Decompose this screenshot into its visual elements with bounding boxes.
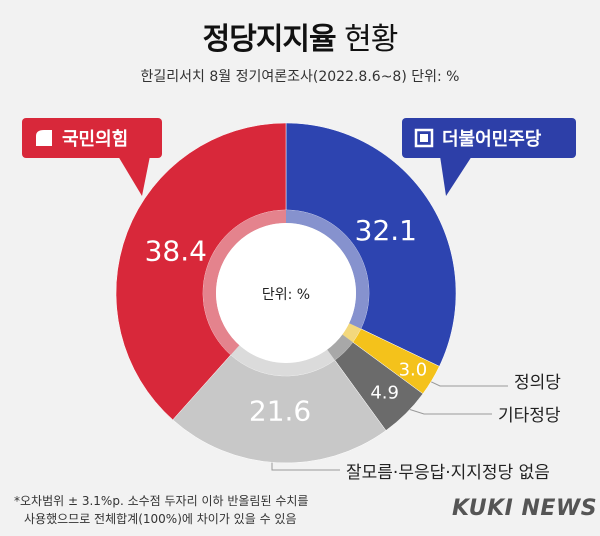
center-label: 단위: % [262,287,310,303]
inner-ring-3 [230,345,335,376]
dp-label: 더불어민주당 [442,129,542,150]
dp-badge: 더불어민주당 [402,118,576,158]
page-title: 정당지지율 현황 [0,14,600,58]
ppp-logo-icon [36,130,52,146]
inner-ring-1 [342,323,361,343]
subtitle: 한길리서치 8월 정기여론조사(2022.8.6~8) 단위: % [140,69,460,85]
value-label-4: 38.4 [145,235,207,268]
title-light: 현황 [344,22,398,57]
ppp-label: 국민의힘 [62,129,129,150]
value-label-0: 32.1 [355,214,417,247]
inner-ring-2 [327,334,353,361]
inner-ring-4 [202,210,286,355]
donut-hole [216,223,356,363]
brand-logo: KUKI NEWS [452,496,598,521]
footnote-line-2: 사용했으므로 전체합계(100%)에 차이가 있을 수 있음 [24,512,297,526]
value-label-1: 3.0 [399,359,428,380]
inner-ring-0 [286,210,369,329]
title-bold: 정당지지율 [202,22,337,57]
value-label-3: 21.6 [249,395,311,428]
dp-logo-icon [414,128,434,148]
footnote-line-1: *오차범위 ± 3.1%p. 소수점 두자리 이하 반올림된 수치를 [14,494,309,508]
ppp-pointer [118,156,150,196]
legend-justice: 정의당 [514,373,561,393]
ppp-badge: 국민의힘 [22,118,162,158]
value-label-2: 4.9 [370,383,399,404]
footnote: *오차범위 ± 3.1%p. 소수점 두자리 이하 반올림된 수치를 사용했으므… [14,492,308,528]
dp-pointer [440,156,472,196]
legend-undecided: 잘모름·무응답·지지정당 없음 [346,463,550,483]
legend-other: 기타정당 [498,406,561,426]
